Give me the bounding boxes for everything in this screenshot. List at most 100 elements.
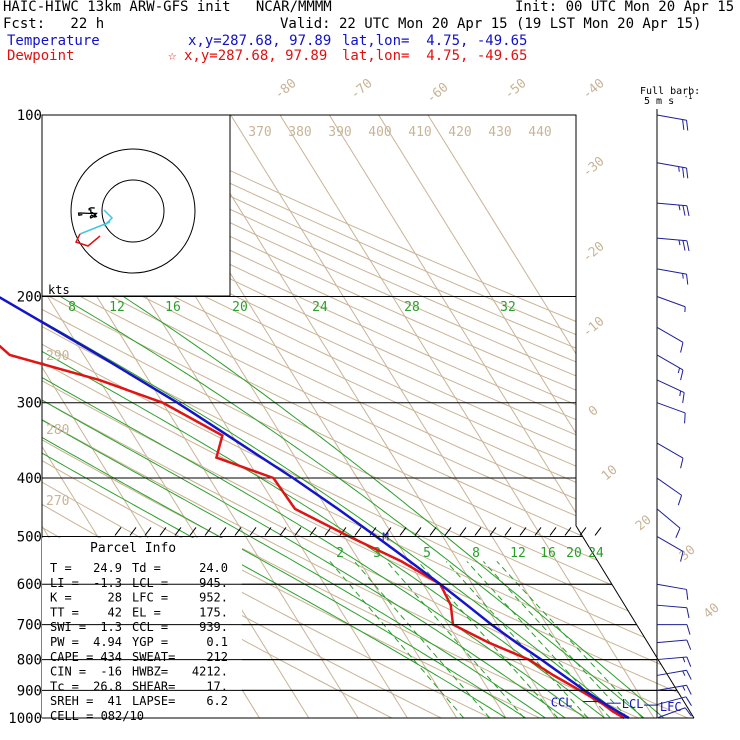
- isotherm-label: 30: [677, 543, 699, 565]
- parcel-param-name: TT =: [50, 605, 79, 619]
- dewpoint-latlon: lat,lon= 4.75, -49.65: [342, 48, 528, 64]
- wind-barb-half-flag: [678, 166, 680, 172]
- storm-motion-line: [79, 221, 111, 235]
- dewpoint-legend-label: Dewpoint: [7, 48, 75, 64]
- wind-barb-flag: [680, 342, 684, 353]
- hatch-mark: [564, 527, 572, 536]
- hatch-mark: [279, 527, 287, 536]
- pressure-label: 900: [17, 683, 42, 699]
- isotherm-label: -10: [580, 314, 608, 341]
- hatch-mark: [114, 527, 122, 536]
- hatch-mark: [399, 527, 407, 536]
- isotherm-label: -40: [580, 76, 608, 103]
- hatch-mark: [324, 527, 332, 536]
- parcel-param-value: 1.3: [100, 620, 122, 634]
- theta-label: 440: [528, 125, 551, 140]
- ccl-label: CCL: [551, 696, 573, 710]
- wind-barb-flag: [685, 696, 692, 706]
- parcel-param-value: 24.0: [199, 561, 228, 575]
- wind-barb-flag: [686, 607, 690, 619]
- mixing-ratio-line: [354, 561, 491, 718]
- wind-barb-flag: [682, 392, 685, 403]
- theta-label: 270: [46, 494, 69, 509]
- wind-barb-flag: [675, 527, 681, 538]
- wind-barb-flag: [686, 120, 689, 131]
- dewpoint-profile-line: [0, 344, 625, 720]
- wind-barb-flag: [682, 167, 685, 178]
- wind-barb-flag: [680, 551, 684, 562]
- mixing-ratio-line: [329, 561, 465, 718]
- theta-label: 410: [408, 125, 431, 140]
- mixing-ratio-line: [496, 561, 643, 718]
- hatch-mark: [189, 527, 197, 536]
- dry-adiabat-line: [42, 115, 568, 718]
- hodograph-units-label: kts: [48, 283, 70, 297]
- wind-barb: [656, 442, 684, 469]
- hodograph-inner-ring: [101, 179, 165, 243]
- theta-label: 380: [288, 125, 311, 140]
- parcel-param-name: SWEAT=: [132, 650, 175, 664]
- parcel-param-value: 42: [108, 605, 122, 619]
- isotherm-label: -50: [502, 76, 530, 103]
- valid-time: Valid: 22 UTC Mon 20 Apr 15 (19 LST Mon …: [280, 16, 702, 32]
- isotherm-label: 40: [701, 601, 723, 623]
- dry-adiabat-line: [42, 115, 694, 718]
- wind-barb: [656, 296, 686, 313]
- mixing-ratio-label: 12: [510, 546, 526, 561]
- hatch-mark: [459, 527, 467, 536]
- wind-barb-staff: [656, 707, 686, 719]
- wind-barb-staff: [656, 162, 687, 169]
- moist-adiabat-line: [42, 343, 526, 718]
- dry-adiabat-line: [42, 115, 694, 718]
- wind-barb-half-flag: [679, 390, 682, 397]
- pressure-label: 500: [17, 529, 42, 545]
- theta-label: 280: [46, 423, 69, 438]
- lfc-label: LFC: [660, 700, 682, 714]
- hodograph-frame: [41, 114, 231, 297]
- parcel-param-name: PW =: [50, 635, 79, 649]
- parcel-param-name: SREH =: [50, 694, 93, 708]
- hatch-mark: [414, 527, 422, 536]
- parcel-param-value: 945.: [199, 576, 228, 590]
- mixing-ratio-label: 24: [588, 546, 604, 561]
- wind-barb-flag: [686, 589, 689, 600]
- dewpoint-xy: x,y=287.68, 97.89: [184, 48, 328, 64]
- parcel-param-value: 41: [108, 694, 122, 708]
- storm-motion-marker: [74, 233, 101, 247]
- wind-barb-staff: [656, 656, 687, 661]
- hatch-mark: [339, 527, 347, 536]
- wind-barb: [656, 536, 684, 562]
- parcel-param-name: Tc =: [50, 679, 79, 693]
- wind-barb-flag: [686, 670, 692, 680]
- hatch-mark: [204, 527, 212, 536]
- wind-barb-staff: [656, 604, 687, 609]
- isotherm-label: -60: [424, 80, 452, 107]
- isotherm-label: 10: [599, 463, 621, 485]
- wind-barb: [656, 684, 692, 695]
- parcel-info-table: Parcel Info T = 24.9 Td = 24.0 LI = -1.3 LCL = 9…: [42, 538, 242, 723]
- wind-barb-staff: [656, 508, 681, 529]
- wind-barb: [656, 508, 681, 538]
- wind-barb: [656, 639, 692, 650]
- hodograph-inset: kts: [41, 114, 231, 297]
- pressure-label: 1000: [8, 711, 42, 727]
- dry-adiabat-line: [42, 115, 694, 718]
- parcel-cell-value: CELL = 082/10: [50, 709, 144, 723]
- parcel-param-name: CAPE =: [50, 650, 93, 664]
- wind-barb-staff: [656, 237, 687, 242]
- wind-barb-flag: [686, 684, 692, 695]
- hatch-mark: [429, 527, 437, 536]
- wind-barb: [657, 624, 691, 635]
- wind-barb-flag: [686, 167, 689, 179]
- isotherm-label: -70: [348, 76, 376, 103]
- isotherm-label: -80: [272, 76, 300, 103]
- parcel-param-value: 28: [108, 591, 122, 605]
- dry-adiabat-line: [42, 115, 694, 718]
- parcel-param-value: 24.9: [93, 561, 122, 575]
- wind-barb-half-flag: [682, 685, 686, 691]
- barb-legend-units: 5 m s: [644, 96, 674, 107]
- wind-barb: [656, 114, 689, 131]
- theta-label: 290: [46, 349, 69, 364]
- moist-adiabat-label: 24: [312, 300, 328, 315]
